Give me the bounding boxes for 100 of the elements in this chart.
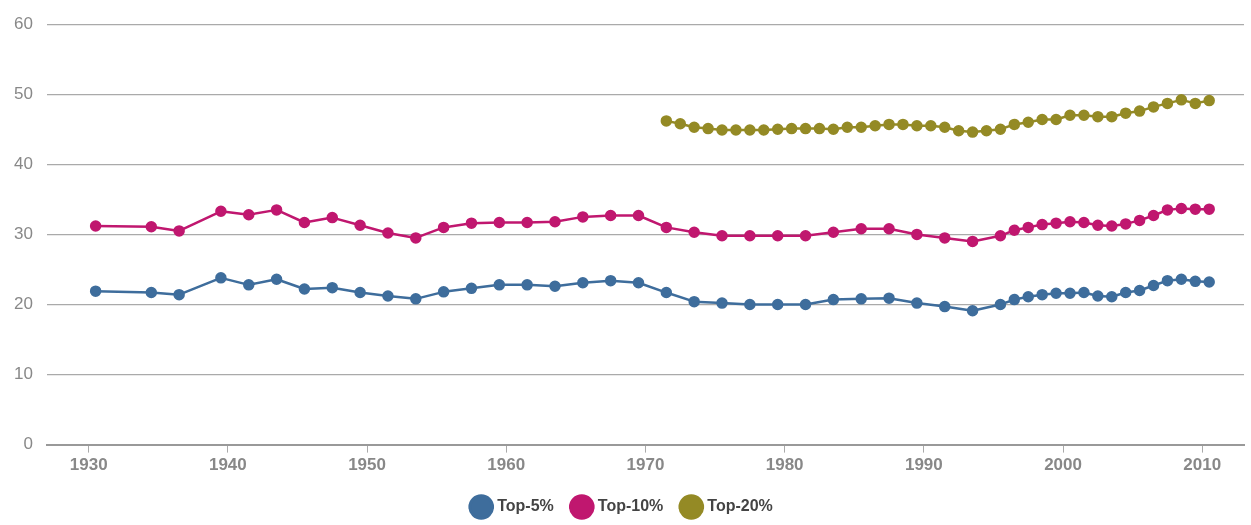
point <box>758 124 770 136</box>
point <box>799 230 812 242</box>
point <box>869 120 881 132</box>
point <box>938 300 951 313</box>
point <box>883 223 895 235</box>
point <box>688 121 700 133</box>
point <box>242 209 255 221</box>
point <box>1106 291 1118 303</box>
point <box>1078 216 1090 229</box>
point <box>1008 118 1021 131</box>
point <box>952 124 965 137</box>
point <box>674 117 686 130</box>
point <box>660 286 673 299</box>
point <box>730 124 742 136</box>
point <box>549 216 561 228</box>
point <box>1022 221 1034 234</box>
point <box>1203 94 1215 107</box>
x-tick-label: 1950 <box>348 455 386 475</box>
point <box>493 279 506 291</box>
x-tick-label: 2010 <box>1183 455 1222 475</box>
point <box>145 286 158 299</box>
point <box>521 279 533 291</box>
point <box>702 122 714 135</box>
point <box>1119 286 1132 299</box>
point <box>897 118 909 131</box>
point <box>1092 219 1104 232</box>
point <box>1119 107 1132 119</box>
point <box>716 230 728 242</box>
point <box>215 205 227 218</box>
point <box>354 219 366 232</box>
point <box>242 279 255 291</box>
y-tick-label: 40 <box>13 154 33 174</box>
x-tick-label: 1990 <box>904 455 943 475</box>
point <box>688 226 700 239</box>
point <box>1203 203 1215 215</box>
point <box>89 285 102 297</box>
point <box>215 272 227 284</box>
point <box>1189 97 1202 110</box>
point <box>577 277 589 289</box>
point <box>1175 202 1188 215</box>
point <box>855 223 867 235</box>
point <box>827 293 840 306</box>
point <box>604 209 617 222</box>
point <box>841 121 854 133</box>
point <box>1050 113 1062 126</box>
point <box>382 227 394 239</box>
point <box>382 290 394 302</box>
legend-label: Top-5% <box>497 497 554 515</box>
point <box>1008 224 1021 236</box>
point <box>1147 209 1160 222</box>
y-tick-label: 0 <box>23 434 33 454</box>
point <box>1022 291 1034 303</box>
point <box>1203 276 1215 288</box>
point <box>855 121 867 133</box>
point <box>911 228 923 241</box>
point <box>660 221 673 234</box>
point <box>410 293 422 305</box>
point <box>771 230 784 242</box>
x-tick-label: 1970 <box>626 455 665 475</box>
point <box>827 123 840 136</box>
point <box>1106 220 1118 232</box>
point <box>270 273 283 285</box>
point <box>716 124 728 136</box>
point <box>1050 217 1062 229</box>
point <box>688 295 700 308</box>
point <box>799 298 812 311</box>
point <box>521 216 533 229</box>
point <box>744 298 756 311</box>
point <box>1078 286 1090 299</box>
point <box>1022 116 1034 129</box>
point <box>1147 279 1160 292</box>
point <box>145 220 158 233</box>
point <box>799 122 812 135</box>
point <box>966 126 979 138</box>
point <box>813 122 826 135</box>
point <box>1078 109 1090 122</box>
point <box>1119 218 1132 230</box>
point <box>1092 110 1104 123</box>
point <box>1189 275 1202 288</box>
x-tick-label: 1980 <box>765 455 804 475</box>
point <box>827 226 840 239</box>
point <box>1189 203 1202 215</box>
point <box>785 122 798 135</box>
point <box>938 121 951 133</box>
point <box>966 235 979 248</box>
point <box>1175 273 1188 285</box>
point <box>437 286 450 298</box>
y-tick-label: 50 <box>13 83 33 103</box>
point <box>1106 110 1118 123</box>
point <box>549 280 561 292</box>
point <box>855 293 867 305</box>
point <box>1147 101 1160 113</box>
x-tick-label: 1940 <box>208 455 247 475</box>
point <box>465 282 478 295</box>
point <box>1036 113 1048 126</box>
point <box>465 217 478 229</box>
point <box>883 292 895 304</box>
point <box>1064 109 1076 122</box>
y-tick-label: 20 <box>13 294 33 314</box>
point <box>716 297 728 309</box>
